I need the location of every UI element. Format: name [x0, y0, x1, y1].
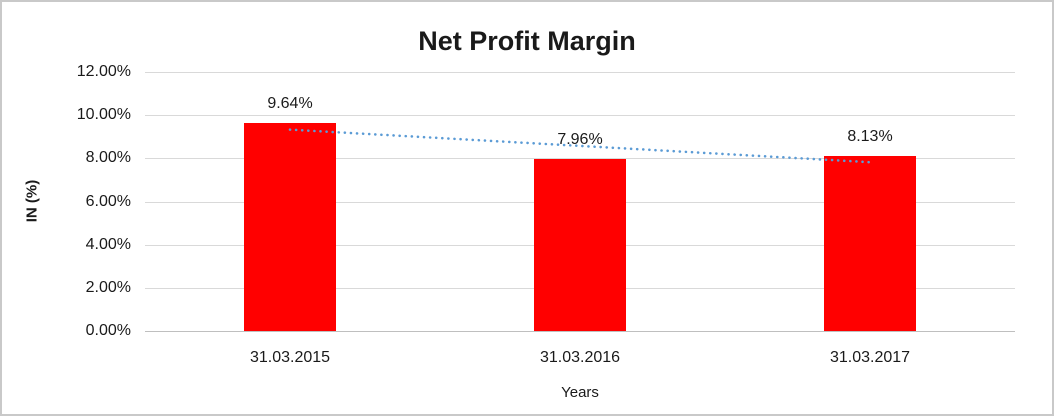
- bar-31.03.2017: [824, 155, 916, 331]
- plot-area: 9.64% 7.96% 8.13%: [145, 72, 1015, 332]
- y-tick-label: 2.00%: [85, 278, 131, 296]
- x-tick-label: 31.03.2015: [249, 349, 331, 366]
- gridline: [145, 115, 1015, 117]
- y-tick-label: 6.00%: [85, 192, 131, 210]
- y-tick-label: 12.00%: [76, 63, 131, 80]
- x-axis-title: Years: [561, 384, 599, 401]
- x-tick-label: 31.03.2017: [829, 349, 911, 366]
- bar-31.03.2015: [244, 122, 336, 331]
- data-label: 9.64%: [267, 94, 313, 112]
- chart-title: Net Profit Margin: [418, 26, 636, 56]
- data-label: 7.96%: [557, 131, 603, 149]
- y-tick-label: 4.00%: [85, 235, 131, 253]
- data-label: 8.13%: [847, 127, 893, 145]
- bar-31.03.2016: [534, 159, 626, 331]
- gridline: [145, 331, 1015, 332]
- y-tick-label: 8.00%: [85, 149, 131, 167]
- x-tick-label: 31.03.2016: [539, 349, 621, 366]
- y-tick-label: 0.00%: [85, 322, 131, 339]
- y-tick-label: 10.00%: [76, 106, 131, 124]
- gridline: [145, 72, 1015, 73]
